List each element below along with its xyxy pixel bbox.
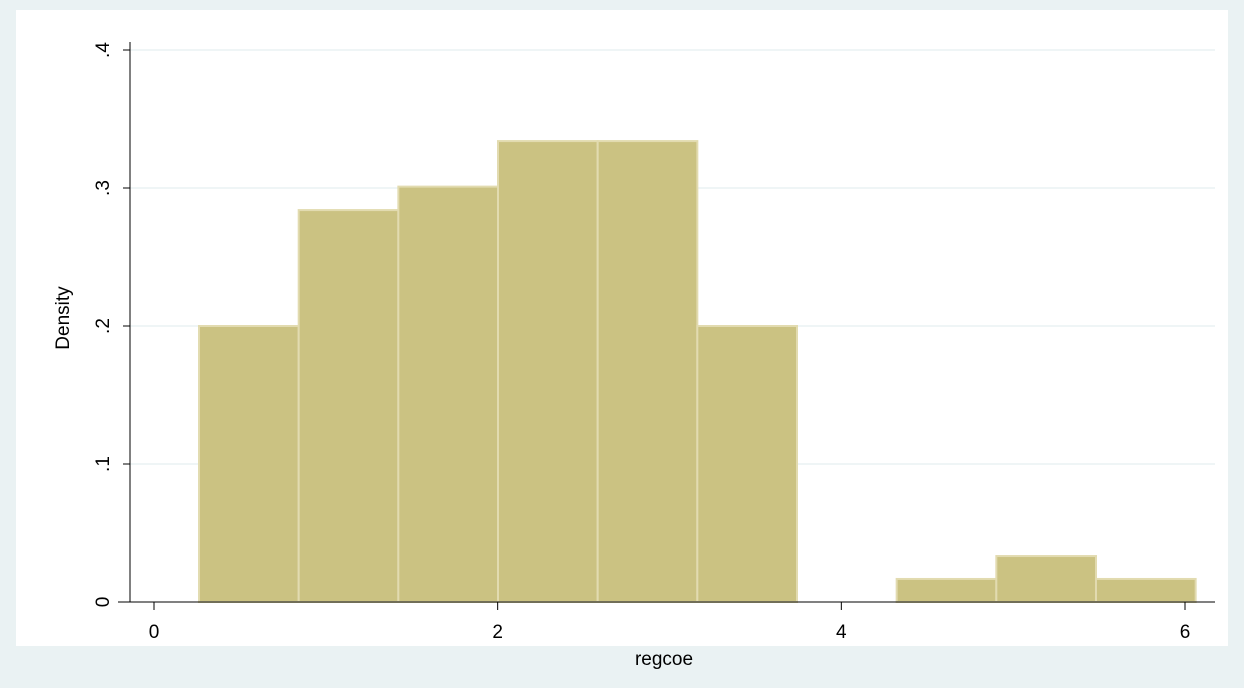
bar [995,555,1097,604]
y-tick-label: .2 [93,318,114,334]
bar [497,140,599,604]
y-axis-title: Density [53,286,74,350]
x-tick-label: 4 [836,622,847,643]
bar [1094,577,1197,603]
x-tick-label: 0 [149,622,160,643]
bar [596,140,699,604]
bar [198,325,300,603]
x-tick-label: 6 [1180,622,1191,643]
x-axis-title: regcoe [635,649,693,670]
bar [895,577,998,603]
y-tick-label: 0 [93,597,114,608]
bar [696,325,799,603]
x-tick-label: 2 [492,622,503,643]
y-tick-label: .4 [93,42,114,58]
y-tick-label: .1 [93,456,114,472]
y-tick-label: .3 [93,180,114,196]
bar [397,185,500,603]
bar [297,209,400,604]
